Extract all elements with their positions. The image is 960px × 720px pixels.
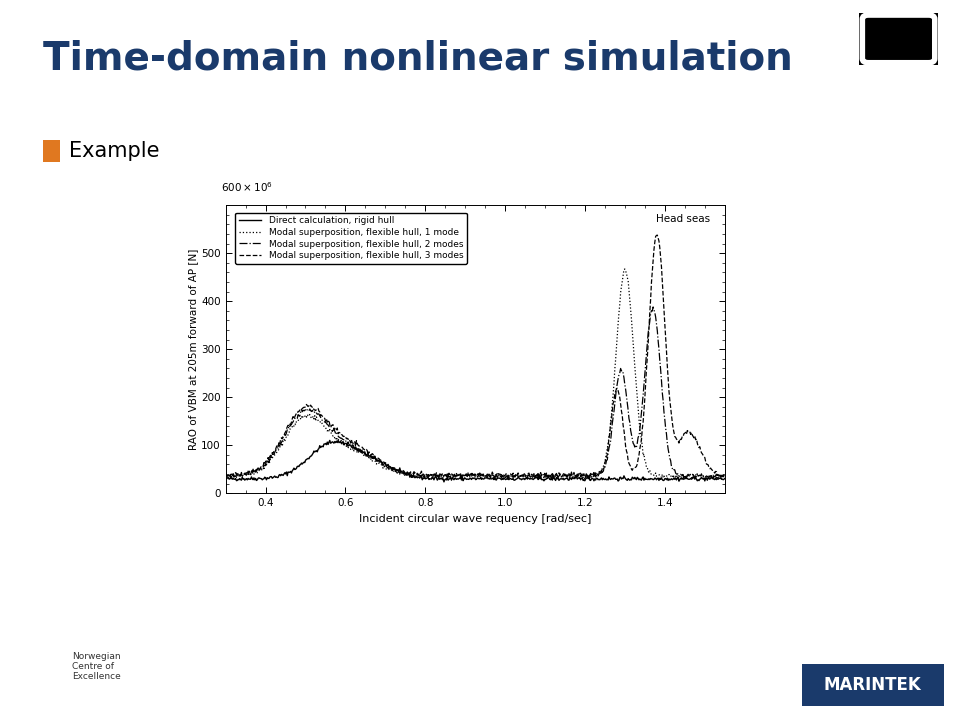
Modal superposition, flexible hull, 3 modes bbox=[485, 474, 496, 482]
Modal superposition, flexible hull, 2 modes bbox=[445, 472, 457, 481]
Direct calculation, rigid hull bbox=[597, 474, 609, 482]
Direct calculation, rigid hull bbox=[349, 445, 361, 454]
Modal superposition, flexible hull, 1 mode bbox=[719, 470, 731, 479]
Modal superposition, flexible hull, 2 modes bbox=[554, 470, 565, 479]
Text: Head seas: Head seas bbox=[656, 214, 709, 224]
Text: Example: Example bbox=[69, 141, 159, 161]
Direct calculation, rigid hull bbox=[516, 475, 527, 484]
Y-axis label: RAO of VBM at 205m forward of AP [N]: RAO of VBM at 205m forward of AP [N] bbox=[188, 248, 199, 450]
Modal superposition, flexible hull, 3 modes bbox=[719, 470, 731, 479]
Direct calculation, rigid hull bbox=[719, 474, 731, 482]
Modal superposition, flexible hull, 3 modes bbox=[308, 405, 320, 414]
Modal superposition, flexible hull, 1 mode bbox=[596, 466, 608, 474]
Line: Modal superposition, flexible hull, 3 modes: Modal superposition, flexible hull, 3 mo… bbox=[226, 235, 725, 478]
Modal superposition, flexible hull, 1 mode bbox=[686, 475, 698, 484]
Text: Time-domain nonlinear simulation: Time-domain nonlinear simulation bbox=[43, 40, 793, 78]
Modal superposition, flexible hull, 3 modes bbox=[596, 468, 608, 477]
Line: Modal superposition, flexible hull, 1 mode: Modal superposition, flexible hull, 1 mo… bbox=[226, 269, 725, 480]
Direct calculation, rigid hull bbox=[447, 474, 459, 483]
Modal superposition, flexible hull, 2 modes bbox=[308, 408, 320, 416]
Modal superposition, flexible hull, 3 modes bbox=[554, 471, 565, 480]
Modal superposition, flexible hull, 2 modes bbox=[220, 472, 231, 480]
Modal superposition, flexible hull, 2 modes bbox=[348, 443, 360, 451]
Modal superposition, flexible hull, 3 modes bbox=[515, 472, 526, 481]
Modal superposition, flexible hull, 1 mode bbox=[553, 470, 564, 479]
Line: Modal superposition, flexible hull, 2 modes: Modal superposition, flexible hull, 2 mo… bbox=[226, 307, 725, 480]
Text: $600\times10^6$: $600\times10^6$ bbox=[221, 180, 273, 194]
Line: Direct calculation, rigid hull: Direct calculation, rigid hull bbox=[226, 440, 725, 482]
Modal superposition, flexible hull, 2 modes bbox=[545, 475, 557, 484]
Modal superposition, flexible hull, 2 modes bbox=[514, 472, 525, 481]
Modal superposition, flexible hull, 1 mode bbox=[220, 471, 231, 480]
Direct calculation, rigid hull bbox=[308, 446, 320, 455]
Modal superposition, flexible hull, 3 modes bbox=[220, 468, 231, 477]
Text: MARINTEK: MARINTEK bbox=[824, 675, 922, 694]
Direct calculation, rigid hull bbox=[220, 474, 231, 482]
Direct calculation, rigid hull bbox=[438, 477, 449, 486]
Modal superposition, flexible hull, 1 mode bbox=[514, 470, 525, 479]
Legend: Direct calculation, rigid hull, Modal superposition, flexible hull, 1 mode, Moda: Direct calculation, rigid hull, Modal su… bbox=[235, 212, 467, 264]
Direct calculation, rigid hull bbox=[332, 436, 344, 444]
Modal superposition, flexible hull, 2 modes bbox=[596, 468, 608, 477]
Direct calculation, rigid hull bbox=[555, 474, 566, 483]
Modal superposition, flexible hull, 3 modes bbox=[445, 469, 457, 478]
Modal superposition, flexible hull, 3 modes bbox=[652, 231, 663, 240]
Modal superposition, flexible hull, 2 modes bbox=[719, 472, 731, 480]
Modal superposition, flexible hull, 1 mode bbox=[348, 446, 360, 455]
Text: Norwegian
Centre of
Excellence: Norwegian Centre of Excellence bbox=[72, 652, 121, 681]
Modal superposition, flexible hull, 1 mode bbox=[445, 473, 457, 482]
Modal superposition, flexible hull, 1 mode bbox=[308, 415, 320, 423]
Modal superposition, flexible hull, 2 modes bbox=[647, 302, 659, 311]
Modal superposition, flexible hull, 3 modes bbox=[348, 439, 360, 448]
X-axis label: Incident circular wave requency [rad/sec]: Incident circular wave requency [rad/sec… bbox=[359, 513, 591, 523]
Modal superposition, flexible hull, 1 mode bbox=[619, 265, 631, 274]
